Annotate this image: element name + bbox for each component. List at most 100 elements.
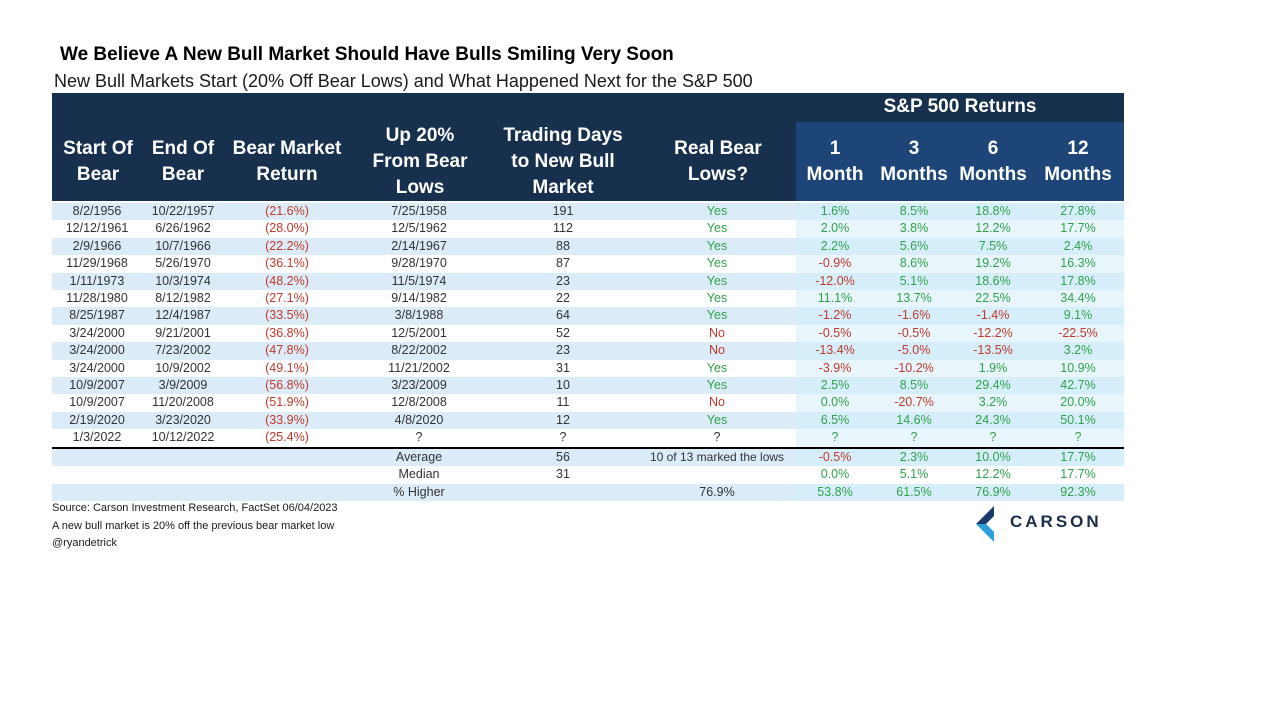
table-row: 10/9/2007 11/20/2008 (51.9%) 12/8/2008 11 No 0… <box>52 394 1124 412</box>
cell-start-of-bear: 8/25/1987 <box>52 307 142 325</box>
cell-bear-return: (36.8%) <box>265 325 309 340</box>
cell-start-of-bear: 11/28/1980 <box>66 291 128 306</box>
cell-trading-days: 22 <box>556 291 570 306</box>
cell-bear-return: (56.8%) <box>224 377 350 395</box>
cell-return-12m: 17.8% <box>1032 272 1124 291</box>
footnote-definition: A new bull market is 20% off the previou… <box>52 520 335 532</box>
cell-return-1m: -0.5% <box>796 446 874 467</box>
header-line: 1 <box>829 138 841 159</box>
header-line: Months <box>880 164 948 185</box>
cell-trading-days: 23 <box>488 342 638 360</box>
cell-up-20-date: 8/22/2002 <box>350 342 488 360</box>
cell-up-20-date: 12/5/1962 <box>391 221 447 236</box>
table-row: 10/9/2007 3/9/2009 (56.8%) 3/23/2009 10 Yes 2.… <box>52 377 1124 395</box>
cell-trading-days: 87 <box>556 256 570 271</box>
returns-header-band <box>796 122 1124 201</box>
cell-return-1m: 0.0% <box>796 394 874 412</box>
cell-return-1m: ? <box>796 429 874 448</box>
table-row: 2/9/1966 10/7/1966 (22.2%) 2/14/1967 88 Yes 2.… <box>52 237 1124 256</box>
table-row: 1/11/1973 10/3/1974 (48.2%) 11/5/1974 23 Yes -… <box>52 272 1124 291</box>
cell-start-of-bear: 10/9/2007 <box>52 377 142 395</box>
cell-real-bear-lows: 76.9% <box>638 483 796 501</box>
summary-row: Median 31 0.0% 5.1% 12.2% 17.7% <box>52 466 1124 484</box>
cell-bear-return: (36.1%) <box>265 256 309 271</box>
cell-real-bear-lows: Yes <box>638 307 796 325</box>
cell-start-of-bear: 2/19/2020 <box>52 411 142 430</box>
cell-end-of-bear: 10/12/2022 <box>151 430 215 445</box>
header-line: Bear Market <box>232 138 342 159</box>
cell-start-of-bear <box>52 466 142 483</box>
cell-trading-days: ? <box>559 430 567 445</box>
cell-return-1m: 0.0% <box>796 466 874 484</box>
header-line: Months <box>959 164 1027 185</box>
header-1-month: 1 Month <box>796 136 874 188</box>
cell-return-6m: 18.8% <box>954 203 1032 221</box>
cell-bear-return: (22.2%) <box>224 237 350 256</box>
cell-return-6m: 19.2% <box>954 255 1032 273</box>
cell-return-12m: 2.4% <box>1032 237 1124 256</box>
cell-return-3m: -20.7% <box>874 394 954 412</box>
cell-up-20-date: 12/5/2001 <box>391 325 447 340</box>
cell-real-bear-lows: Yes <box>706 221 728 236</box>
returns-table: 8/2/1956 10/22/1957 (21.6%) 7/25/1958 191 Yes… <box>52 203 1124 501</box>
cell-real-bear-lows: No <box>709 395 725 410</box>
cell-return-1m: 2.0% <box>796 220 874 238</box>
table-row: 12/12/1961 6/26/1962 (28.0%) 12/5/1962 112 Ye… <box>52 220 1124 238</box>
cell-up-20-date: 11/21/2002 <box>388 360 450 375</box>
cell-return-12m: 17.7% <box>1032 220 1124 238</box>
cell-real-bear-lows: Yes <box>638 203 796 221</box>
cell-end-of-bear: 10/7/1966 <box>142 237 224 256</box>
cell-end-of-bear: 5/26/1970 <box>155 256 211 271</box>
cell-bear-return: (21.6%) <box>224 203 350 221</box>
summary-label: Median <box>398 467 440 482</box>
carson-logo: CARSON <box>972 506 1122 542</box>
cell-real-bear-lows: Yes <box>638 377 796 395</box>
cell-return-6m: -1.4% <box>954 307 1032 325</box>
cell-return-1m: 11.1% <box>796 290 874 308</box>
header-line: Month <box>806 164 864 185</box>
cell-return-6m: ? <box>954 429 1032 448</box>
cell-return-1m: 6.5% <box>796 411 874 430</box>
cell-return-3m: -0.5% <box>874 324 954 343</box>
cell-trading-days: 191 <box>488 203 638 221</box>
cell-up-20-date: 12/8/2008 <box>391 395 447 410</box>
cell-real-bear-lows: 10 of 13 marked the lows <box>638 446 796 467</box>
cell-bear-return <box>224 483 350 501</box>
cell-end-of-bear: 7/23/2002 <box>142 342 224 360</box>
cell-return-1m: 1.6% <box>796 203 874 221</box>
header-up-20: Up 20% From Bear Lows <box>352 123 488 201</box>
cell-return-3m: 8.6% <box>874 255 954 273</box>
cell-return-3m: 13.7% <box>874 290 954 308</box>
header-trading-days: Trading Days to New Bull Market <box>490 123 636 201</box>
cell-real-bear-lows: No <box>638 342 796 360</box>
header-line: Market <box>532 177 594 198</box>
cell-real-bear-lows: No <box>709 325 725 340</box>
cell-return-1m: -12.0% <box>796 272 874 291</box>
cell-trading-days: 31 <box>556 360 570 375</box>
cell-return-6m: -12.2% <box>954 324 1032 343</box>
header-line: Trading Days <box>503 125 623 146</box>
cell-return-3m: -1.6% <box>874 307 954 325</box>
cell-return-3m: 8.5% <box>874 203 954 221</box>
cell-return-12m: -22.5% <box>1032 324 1124 343</box>
cell-real-bear-lows: Yes <box>706 360 728 375</box>
cell-end-of-bear <box>142 466 224 483</box>
cell-real-bear-lows: Yes <box>638 411 796 430</box>
header-line: Lows <box>395 177 445 198</box>
summary-label: % Higher <box>350 483 488 501</box>
cell-bear-return: (28.0%) <box>265 221 309 236</box>
cell-end-of-bear: 9/21/2001 <box>155 325 211 340</box>
header-12-months: 12 Months <box>1032 136 1124 188</box>
returns-group-title: S&P 500 Returns <box>883 96 1037 117</box>
carson-logo-text: CARSON <box>1010 512 1102 531</box>
cell-return-12m: 34.4% <box>1032 290 1124 308</box>
summary-row: % Higher 76.9% 53.8% 61.5% 76.9% 92.3% <box>52 483 1124 501</box>
cell-trading-days: 31 <box>556 467 570 482</box>
summary-row: Average 56 10 of 13 marked the lows -0.5% 2.… <box>52 446 1124 467</box>
cell-start-of-bear <box>52 446 142 467</box>
cell-end-of-bear <box>142 446 224 467</box>
cell-return-12m: 10.9% <box>1032 359 1124 378</box>
cell-return-12m: 92.3% <box>1032 483 1124 501</box>
cell-start-of-bear: 1/11/1973 <box>52 272 142 291</box>
header-end-of-bear: End Of Bear <box>142 136 224 188</box>
